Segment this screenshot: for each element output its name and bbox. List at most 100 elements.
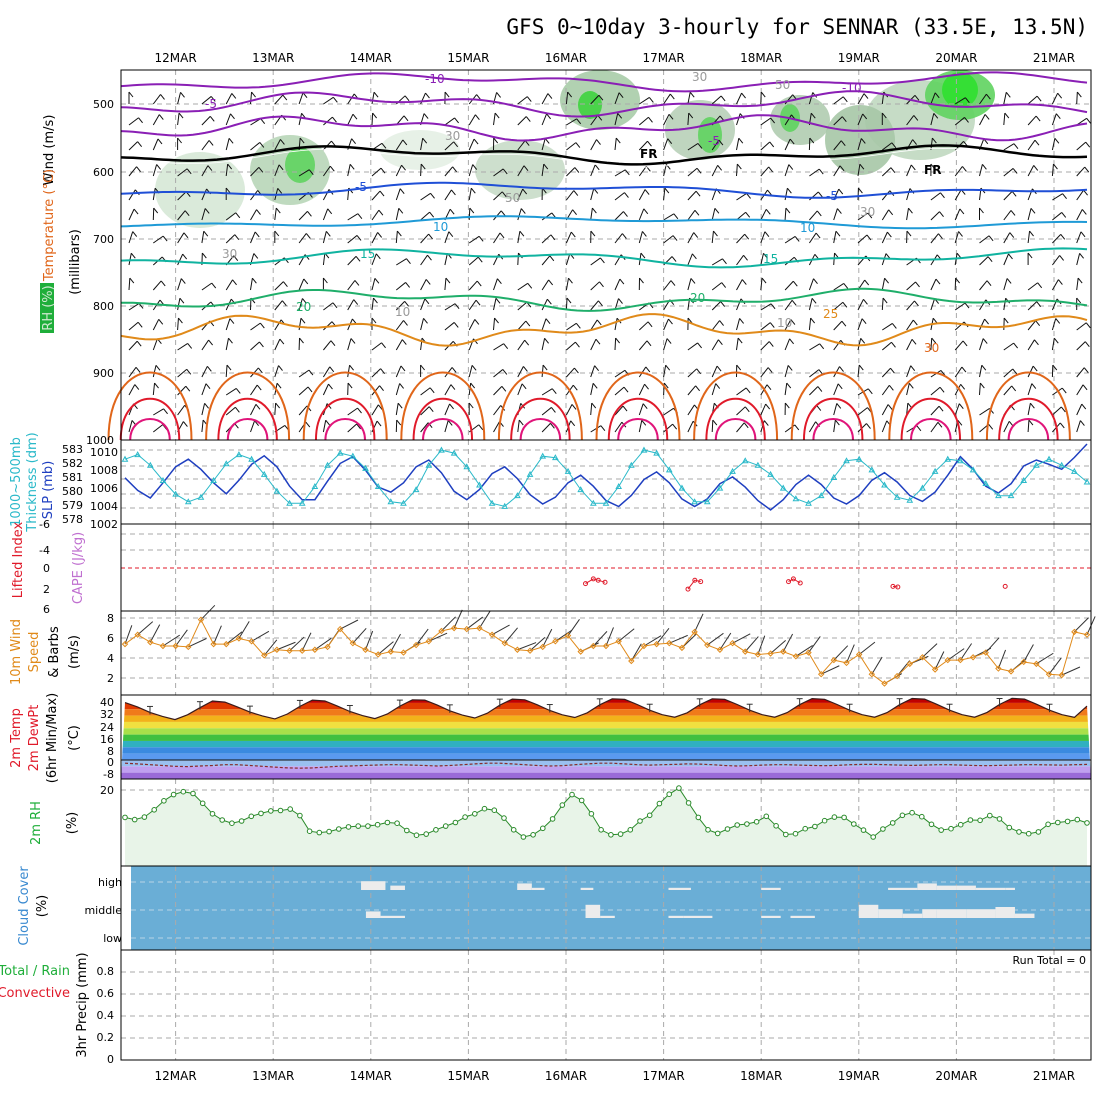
wind-barb	[493, 278, 498, 291]
wind-barb-flag	[545, 318, 551, 324]
wind-barb	[1003, 143, 1015, 151]
wind-barb	[347, 365, 351, 378]
wind-barb-10m	[441, 616, 456, 632]
wind-barb	[566, 142, 577, 151]
wind-barb-flag	[769, 322, 775, 328]
wind-barb	[152, 164, 158, 177]
wind-barb-flag	[1086, 117, 1092, 124]
wind-speed-point	[1033, 660, 1040, 668]
surface-temp-loop	[205, 371, 291, 441]
wind-barb-flag	[567, 91, 573, 98]
wind-barb-flag	[908, 382, 914, 389]
wind-barb	[274, 139, 281, 151]
wind-barb	[833, 96, 844, 105]
wind-barb-flag	[692, 253, 697, 260]
wind-barb	[152, 383, 156, 396]
wind-barb	[979, 318, 986, 331]
wind-barb-flag	[716, 365, 722, 372]
wind-speed-point	[223, 640, 230, 648]
wind-barb-flag	[183, 421, 188, 427]
wind-barb	[565, 231, 572, 244]
wind-barb	[736, 92, 743, 105]
cloud-block	[790, 915, 815, 918]
wind-barb	[201, 116, 211, 126]
rh-point	[783, 831, 789, 838]
wind-axis-title-4: (m/s)	[67, 635, 82, 669]
rh-series	[122, 785, 1090, 866]
wind-barb-flag	[769, 141, 775, 148]
rh-point	[209, 811, 216, 817]
wind-barb-flag	[494, 112, 500, 119]
wind-barb-flag	[786, 187, 792, 194]
wind-barb-flag	[861, 318, 867, 325]
wind-barb-flag	[1029, 230, 1034, 237]
thickness-point	[703, 498, 711, 505]
wind-barb	[857, 338, 862, 351]
precip-ticks: 0.8 0.6 0.4 0.2 0	[97, 965, 115, 1066]
wind-barb	[736, 138, 740, 151]
wind-barb-flag	[1004, 112, 1010, 119]
cloud-block	[390, 885, 405, 890]
thickness-point	[146, 461, 154, 468]
wind-barb	[857, 93, 865, 105]
wind-barb	[444, 166, 453, 177]
wind-speed-point	[121, 640, 129, 648]
wind-barb-flag	[957, 419, 963, 426]
cape-tick: 2	[43, 583, 50, 596]
wind-barb-flag	[452, 166, 458, 173]
wind-barb	[371, 232, 379, 244]
slp-tick: 1008	[90, 464, 118, 477]
contour-label: -5	[708, 134, 720, 148]
wind-barb-flag	[573, 190, 579, 196]
wind-barb-flag	[496, 92, 501, 98]
surface-temp-loop	[217, 397, 278, 441]
wind-barb	[128, 340, 138, 351]
wind-barb-flag	[720, 301, 726, 307]
wind-barb-flag	[207, 165, 213, 171]
wind-barb-flag	[572, 384, 578, 391]
contour-label: 50	[775, 78, 790, 92]
wind-barb-flag	[1029, 402, 1035, 409]
wind-speed-point	[400, 649, 407, 656]
rh-point	[530, 832, 536, 838]
rh-point	[987, 812, 993, 819]
surface-temp-loop	[900, 397, 962, 441]
wind-barb	[590, 365, 596, 378]
wind-barb-flag	[665, 364, 671, 371]
wind-barb-flag	[717, 164, 723, 171]
thickness-point	[1033, 461, 1040, 468]
rh-point	[1016, 829, 1022, 835]
wind-barb	[395, 365, 402, 378]
wind-barb-flag	[201, 252, 207, 259]
wind-barb	[979, 93, 987, 105]
wind-barb	[930, 113, 935, 126]
wind-barb-flag	[353, 299, 359, 305]
wind-barb-flag	[838, 188, 844, 195]
wind-barb-flag	[1083, 189, 1088, 196]
wind-barb-flag	[527, 282, 533, 289]
wind-barb-flag	[160, 94, 165, 100]
wind-barb	[711, 258, 723, 266]
wind-barb-flag	[841, 320, 847, 327]
wind-barb-flag	[964, 302, 970, 309]
wind-barb	[420, 338, 423, 351]
wind-barb-10m	[643, 635, 662, 647]
precip-grid	[121, 950, 1091, 1060]
wind-barb-flag	[1035, 320, 1041, 326]
wind-barb-10m	[656, 628, 670, 645]
precip-panel: Run Total = 0 0.8 0.6 0.4 0.2 0 Total / …	[0, 949, 1092, 1066]
wind-barb-flag	[858, 364, 864, 371]
contour-label: 20	[296, 300, 311, 314]
wind-barb	[687, 232, 695, 244]
wind-barb-flag	[964, 97, 970, 103]
surface-temp-loop	[412, 397, 474, 441]
rh-axis-title-2: (%)	[65, 812, 80, 835]
wind-barbs-upper	[128, 91, 1092, 433]
wind-barb-10m	[466, 616, 484, 630]
wind-barb	[395, 320, 404, 331]
wind-barb	[493, 343, 504, 351]
thickness-tick: 581	[62, 471, 83, 484]
contour-label: FR	[924, 163, 941, 177]
wind-barb-flag	[764, 231, 770, 238]
wind-barb	[566, 322, 577, 331]
